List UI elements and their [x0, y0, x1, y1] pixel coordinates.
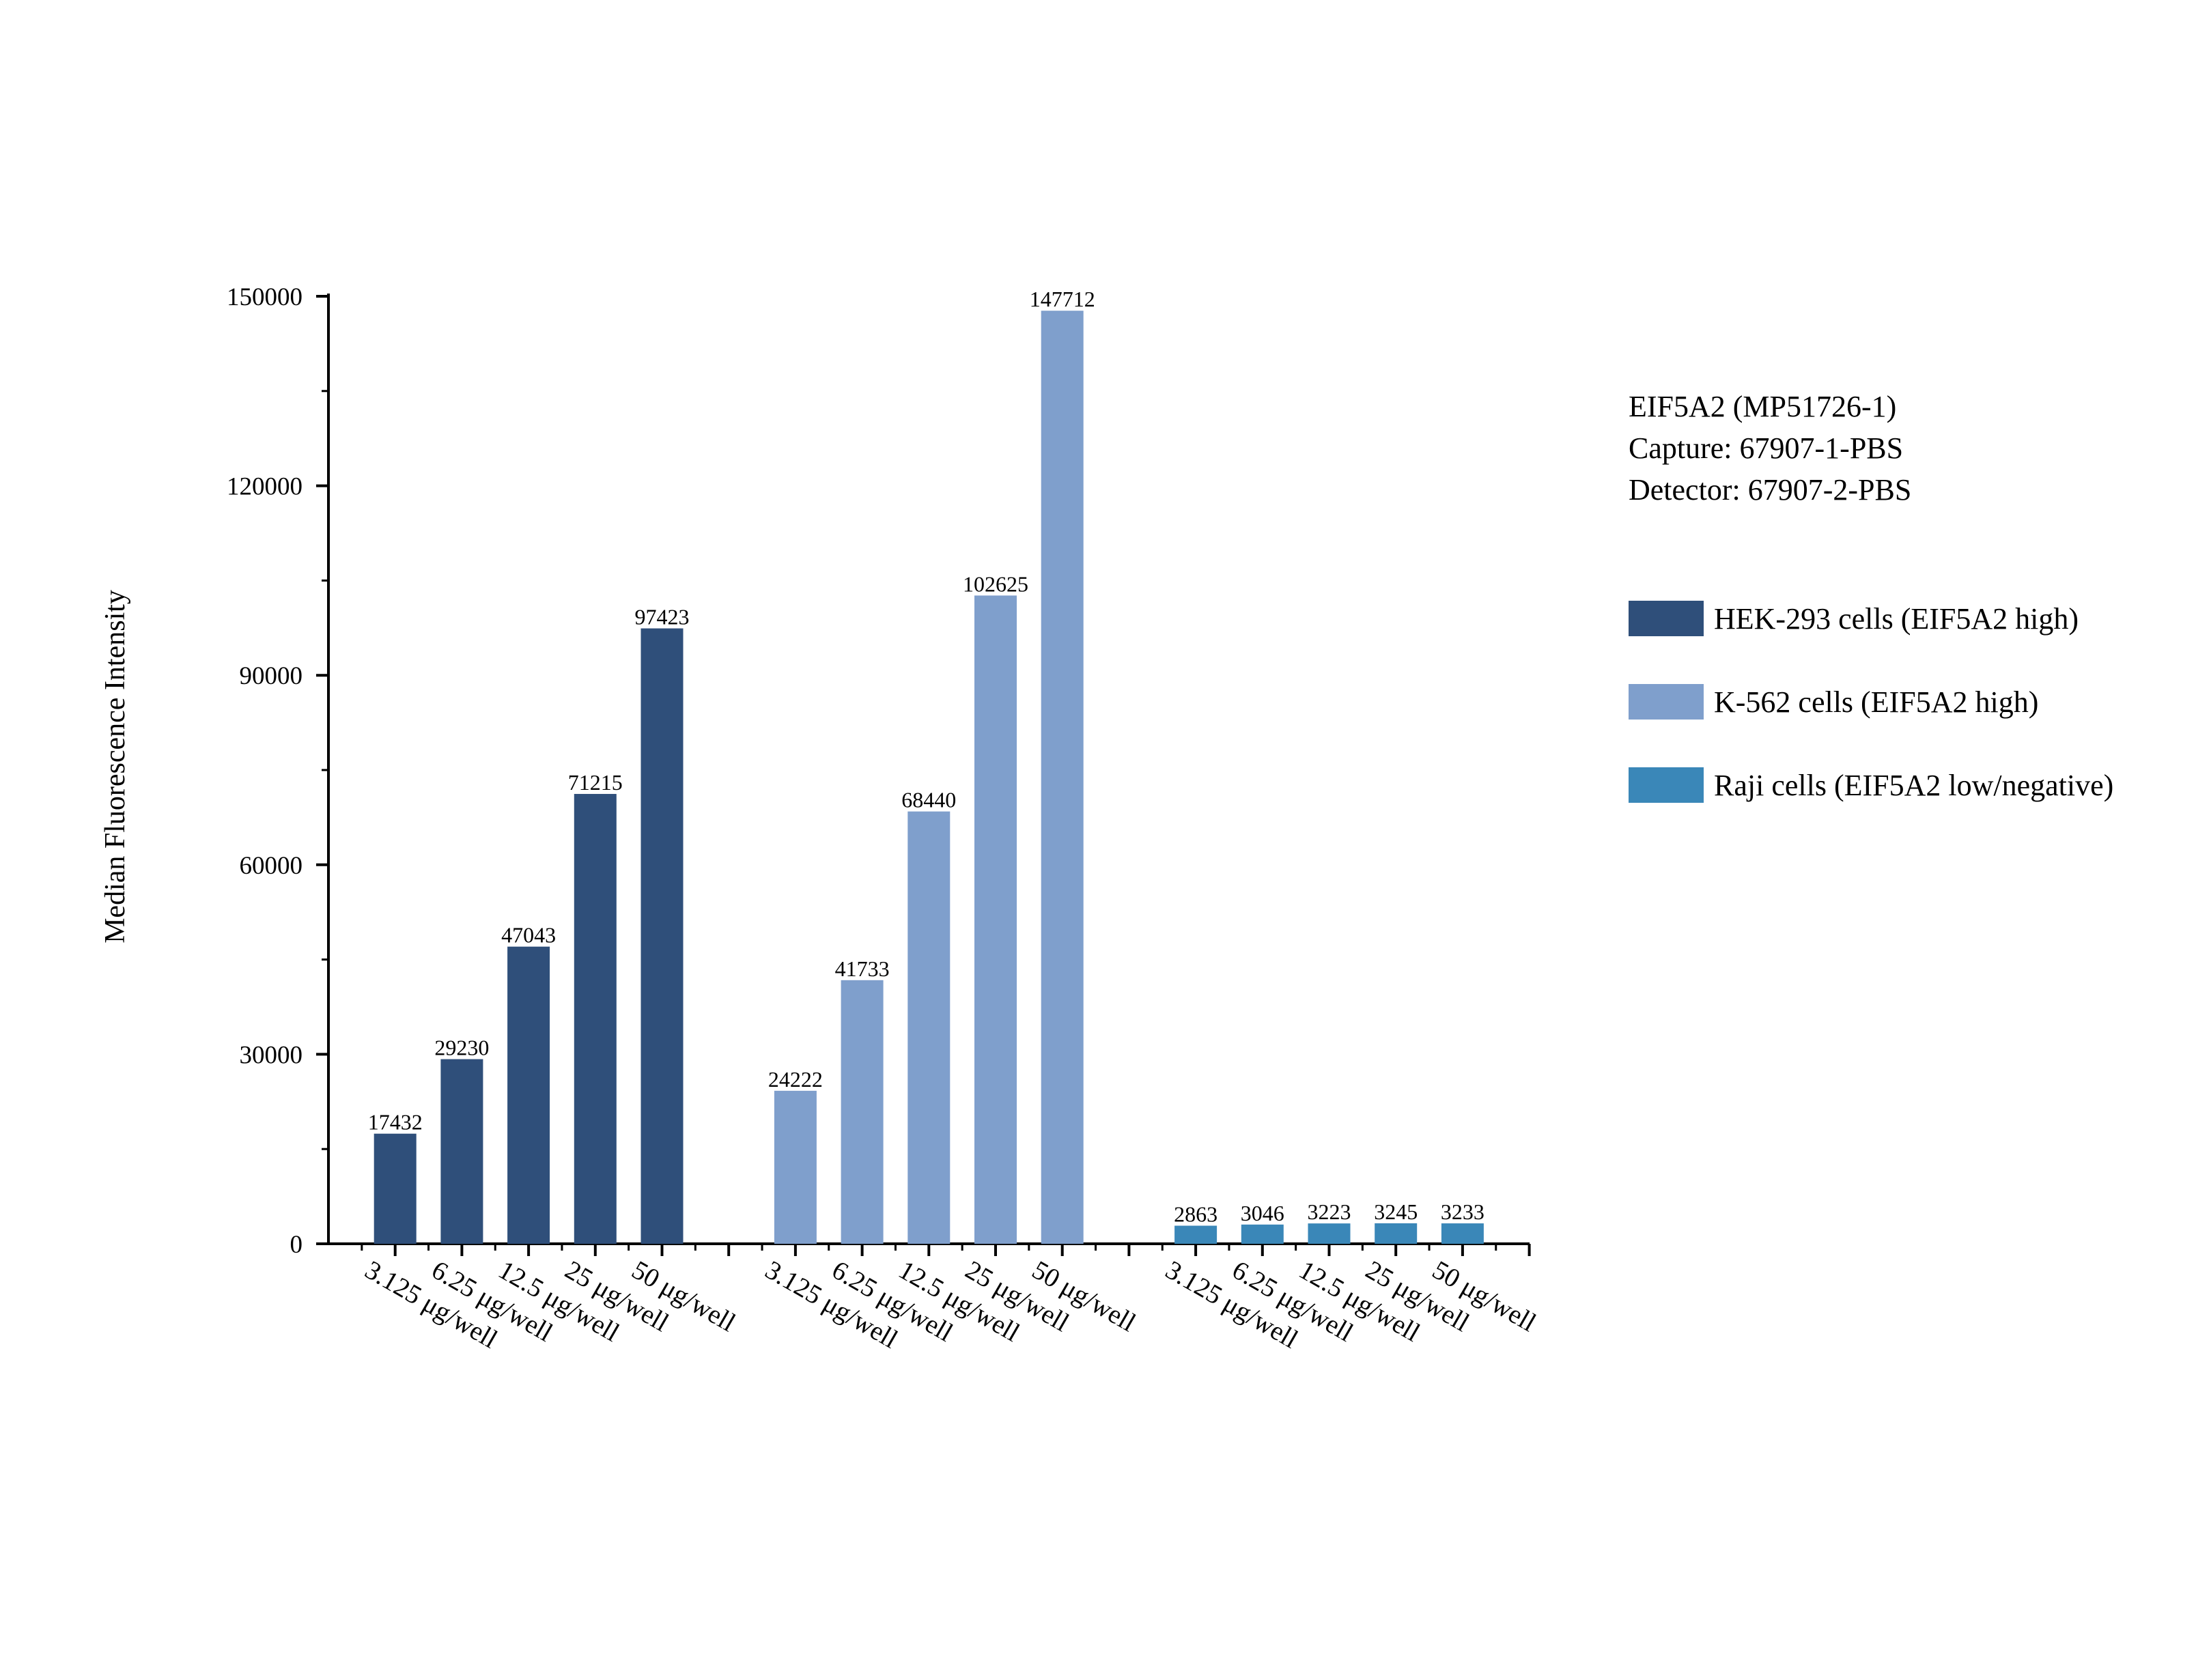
data-label: 47043: [501, 923, 556, 948]
bar: [507, 946, 550, 1244]
info-line-detector: Detector: 67907-2-PBS: [1629, 473, 1911, 507]
bar: [974, 595, 1017, 1244]
data-label: 41733: [835, 956, 890, 981]
y-tick-label: 150000: [227, 283, 302, 311]
legend-swatch-raji: [1629, 767, 1704, 803]
y-tick-label: 60000: [240, 852, 303, 880]
data-label: 24222: [768, 1067, 823, 1092]
data-label: 3223: [1308, 1199, 1351, 1224]
data-label: 2863: [1174, 1202, 1217, 1227]
bar: [907, 811, 951, 1244]
legend-label-raji: Raji cells (EIF5A2 low/negative): [1714, 769, 2113, 802]
bar: [1441, 1223, 1484, 1244]
y-tick-label: 90000: [240, 662, 303, 690]
data-label: 147712: [1030, 287, 1095, 311]
info-line-capture: Capture: 67907-1-PBS: [1629, 431, 1903, 465]
bar: [774, 1090, 817, 1244]
data-label: 97423: [635, 605, 690, 629]
y-axis-title: Median Fluorescence Intensity: [100, 590, 131, 943]
data-label: 3233: [1441, 1199, 1484, 1224]
bar: [1241, 1224, 1284, 1244]
bar: [1308, 1223, 1351, 1244]
bar: [374, 1133, 417, 1244]
bar: [1375, 1223, 1418, 1244]
y-tick-label: 120000: [227, 473, 302, 501]
y-tick-label: 30000: [240, 1041, 303, 1069]
bars: [374, 311, 1484, 1244]
legend-label-k562: K-562 cells (EIF5A2 high): [1714, 685, 2038, 719]
bar: [1174, 1225, 1217, 1244]
chart-info: EIF5A2 (MP51726-1) Capture: 67907-1-PBS …: [1629, 390, 1911, 507]
data-label: 68440: [901, 788, 956, 812]
bar: [1041, 311, 1084, 1244]
bar: [841, 980, 884, 1244]
info-line-antibody: EIF5A2 (MP51726-1): [1629, 390, 1896, 423]
data-label: 3245: [1374, 1199, 1418, 1224]
data-label: 71215: [568, 770, 623, 795]
bar: [574, 794, 617, 1244]
y-tick-label: 0: [290, 1231, 303, 1259]
bar: [440, 1059, 483, 1244]
legend-label-hek293: HEK-293 cells (EIF5A2 high): [1714, 602, 2079, 636]
bar: [640, 628, 684, 1244]
legend-swatch-hek293: [1629, 601, 1704, 636]
data-label: 102625: [963, 571, 1028, 596]
data-label: 3046: [1241, 1201, 1284, 1225]
data-label: 29230: [434, 1036, 489, 1060]
data-label: 17432: [368, 1110, 423, 1135]
legend: HEK-293 cells (EIF5A2 high) K-562 cells …: [1629, 601, 2113, 803]
legend-swatch-k562: [1629, 684, 1704, 720]
